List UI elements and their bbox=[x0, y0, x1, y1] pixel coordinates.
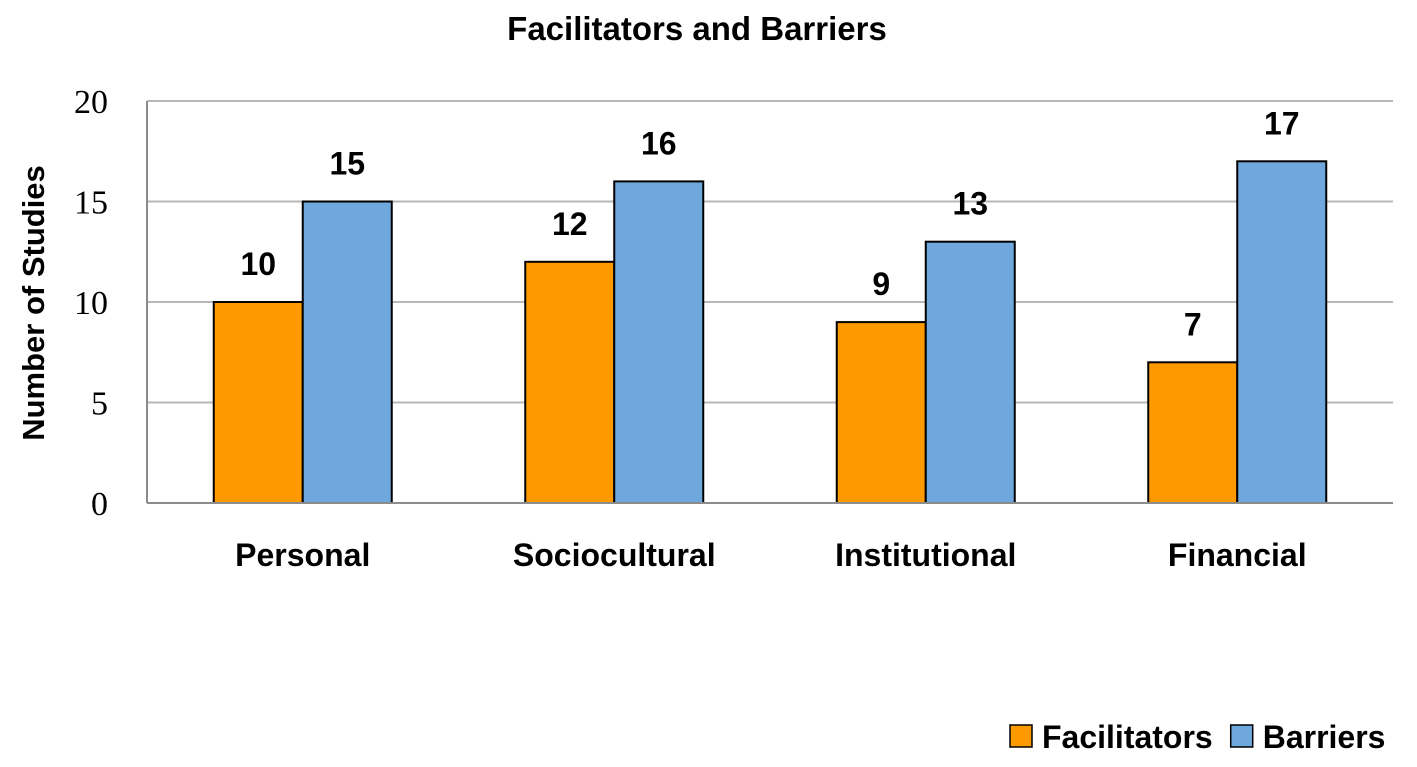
bar-barriers-personal bbox=[301, 200, 393, 504]
y-tick-label: 20 bbox=[74, 84, 108, 121]
legend-swatch-facilitators bbox=[1009, 724, 1033, 748]
x-tick-label: Sociocultural bbox=[513, 537, 716, 573]
bar-facilitators-sociocultural bbox=[524, 260, 616, 504]
data-label: 17 bbox=[1264, 105, 1300, 141]
y-tick-label: 0 bbox=[91, 486, 108, 523]
data-labels: 10 15 12 16 9 13 7 17 bbox=[240, 105, 1299, 342]
legend-label-barriers: Barriers bbox=[1263, 719, 1386, 755]
legend-swatch-barriers bbox=[1229, 724, 1254, 748]
bar-barriers-sociocultural bbox=[613, 180, 705, 504]
legend: Facilitators Barriers bbox=[1009, 719, 1386, 755]
bar-facilitators-institutional bbox=[835, 321, 927, 504]
x-tick-label: Personal bbox=[235, 537, 370, 573]
x-tick-label: Financial bbox=[1168, 537, 1307, 573]
bar-facilitators-personal bbox=[212, 301, 304, 504]
bar-facilitators-financial bbox=[1147, 361, 1239, 504]
data-label: 16 bbox=[641, 125, 677, 161]
data-label: 9 bbox=[872, 266, 890, 302]
data-label: 10 bbox=[240, 246, 276, 282]
data-label: 7 bbox=[1184, 306, 1202, 342]
bar-barriers-financial bbox=[1236, 160, 1328, 505]
y-tick-label: 15 bbox=[74, 185, 108, 222]
x-tick-label: Institutional bbox=[835, 537, 1016, 573]
data-label: 15 bbox=[329, 146, 365, 182]
y-tick-label: 5 bbox=[91, 386, 108, 423]
legend-label-facilitators: Facilitators bbox=[1042, 719, 1213, 755]
chart-title: Facilitators and Barriers bbox=[507, 10, 887, 47]
bar-barriers-institutional bbox=[924, 240, 1016, 504]
y-tick-label: 10 bbox=[74, 285, 108, 322]
data-label: 13 bbox=[952, 186, 988, 222]
axes: 0 5 10 15 20 Personal Sociocultural Institution… bbox=[74, 84, 1393, 573]
data-label: 12 bbox=[552, 206, 588, 242]
bars bbox=[212, 160, 1328, 505]
y-axis-label: Number of Studies bbox=[16, 165, 51, 441]
